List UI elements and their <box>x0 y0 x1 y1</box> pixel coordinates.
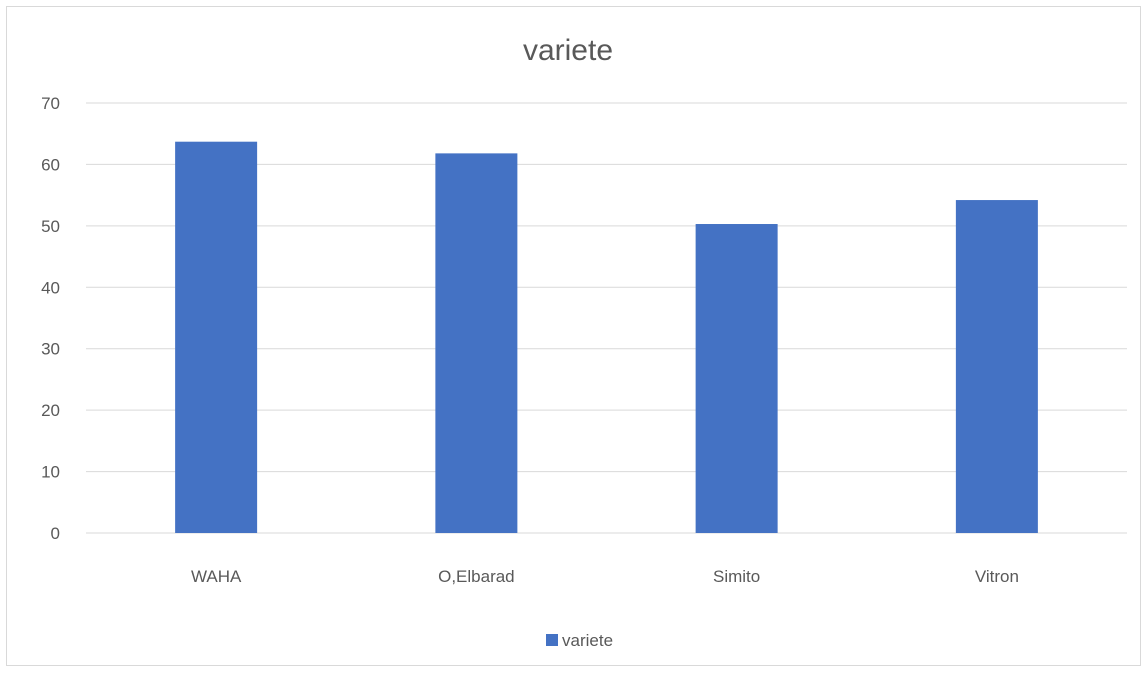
chart-title: variete <box>523 34 613 67</box>
x-tick-label: Vitron <box>975 567 1019 586</box>
legend-label: variete <box>562 631 613 650</box>
y-tick-label: 10 <box>41 463 60 482</box>
x-axis-ticks: WAHA O,Elbarad Simito Vitron <box>191 567 1019 586</box>
x-tick-label: Simito <box>713 567 760 586</box>
bar-vitron <box>955 200 1038 534</box>
x-tick-label: O,Elbarad <box>438 567 515 586</box>
bars <box>175 141 1038 534</box>
y-tick-label: 70 <box>41 94 60 113</box>
bar-o-elbarad <box>435 153 518 533</box>
y-tick-label: 30 <box>41 340 60 359</box>
bar-waha <box>175 141 258 533</box>
y-tick-label: 60 <box>41 155 60 174</box>
x-tick-label: WAHA <box>191 567 242 586</box>
y-tick-label: 20 <box>41 401 60 420</box>
y-tick-label: 0 <box>51 524 60 543</box>
y-tick-label: 50 <box>41 217 60 236</box>
y-axis-ticks: 0 10 20 30 40 50 60 70 <box>41 94 60 543</box>
legend: variete <box>546 631 613 650</box>
y-tick-label: 40 <box>41 278 60 297</box>
gridlines <box>86 102 1127 534</box>
bar-simito <box>695 224 778 533</box>
legend-swatch <box>546 634 558 646</box>
